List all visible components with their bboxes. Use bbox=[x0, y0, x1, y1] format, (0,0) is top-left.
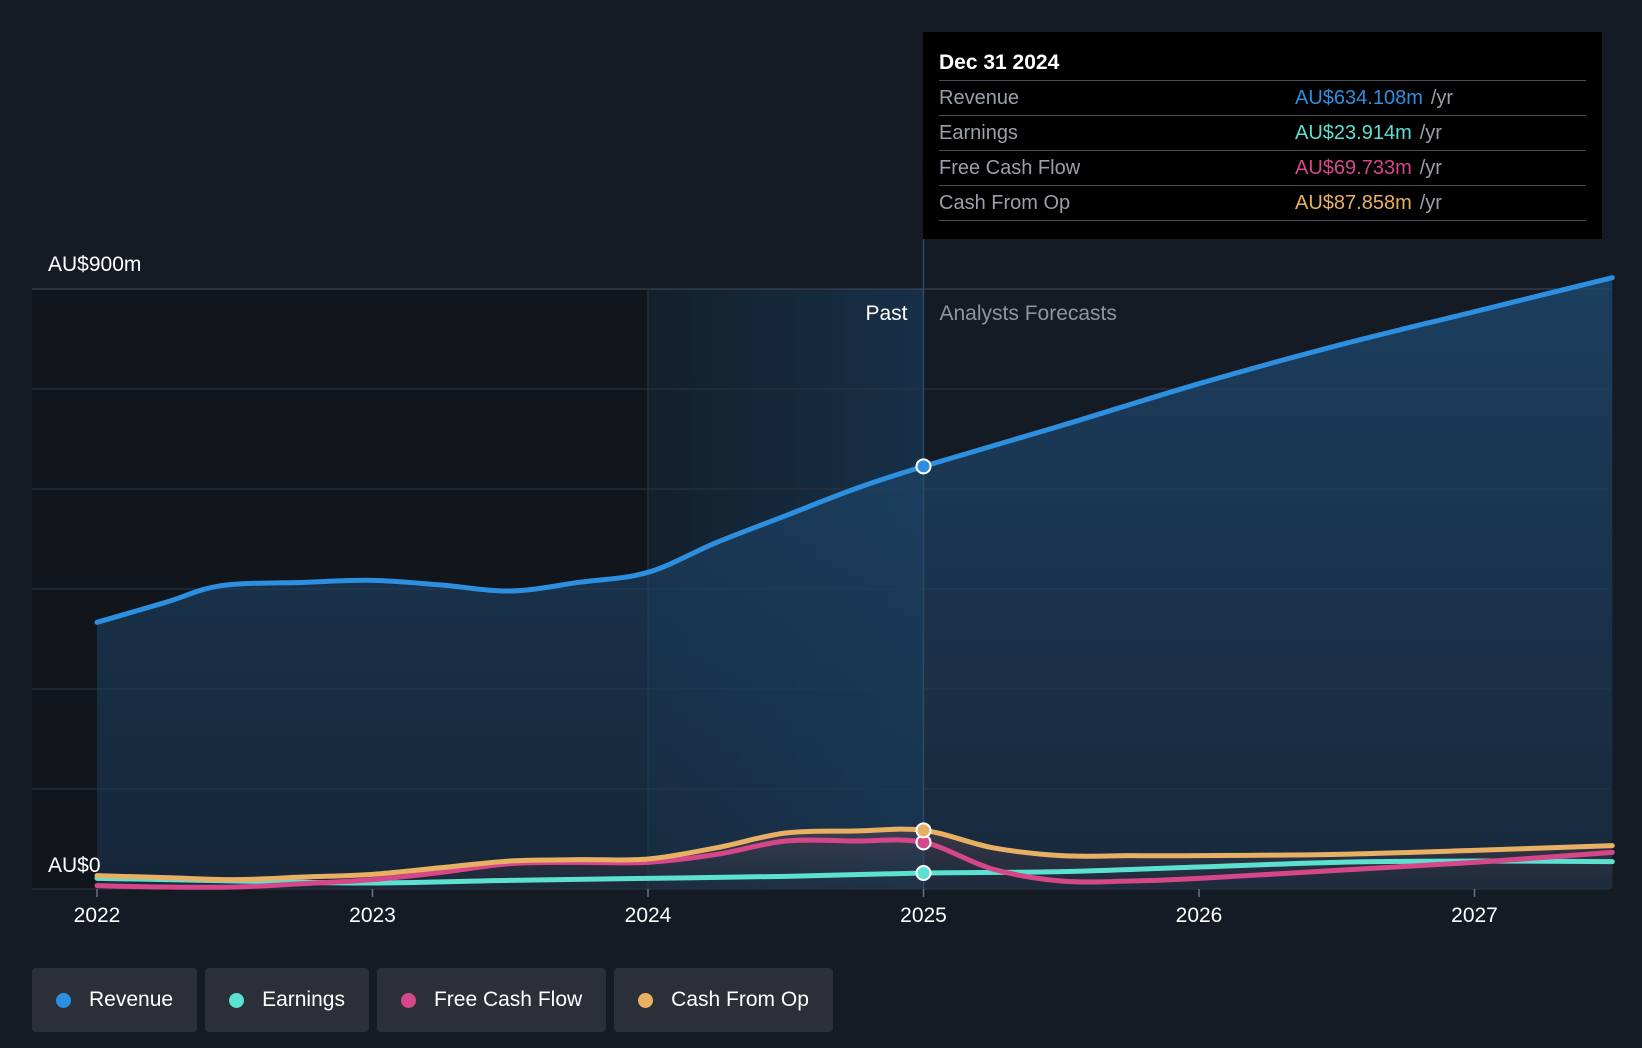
tooltip-label: Cash From Op bbox=[939, 192, 1071, 214]
tooltip-value: AU$69.733m bbox=[1295, 157, 1412, 179]
tooltip-label: Earnings bbox=[939, 122, 1018, 144]
free-cash-flow-line bbox=[94, 837, 1615, 890]
tooltip-value: AU$87.858m bbox=[1295, 192, 1412, 214]
x-tick-label: 2022 bbox=[74, 904, 121, 927]
revenue-area bbox=[97, 277, 1613, 890]
y-tick-label-max: AU$900m bbox=[48, 253, 141, 276]
legend-label: Free Cash Flow bbox=[433, 988, 583, 1011]
x-tick-label: 2026 bbox=[1176, 904, 1223, 927]
free-cash-flow-dot-icon bbox=[400, 992, 416, 1008]
cash-from-op-line bbox=[94, 826, 1615, 883]
earnings-marker bbox=[915, 865, 932, 881]
tooltip-unit: /yr bbox=[1419, 157, 1442, 179]
cash-from-op-marker bbox=[915, 822, 932, 839]
x-tick-label: 2024 bbox=[625, 904, 672, 927]
tooltip-label: Free Cash Flow bbox=[939, 157, 1081, 179]
tooltip-row-earnings: Earnings AU$23.914m /yr bbox=[939, 116, 1586, 151]
legend: Revenue Earnings Free Cash Flow Cash Fro… bbox=[32, 968, 833, 1032]
tooltip: Dec 31 2024 Revenue AU$634.108m /yr Earn… bbox=[923, 32, 1602, 239]
legend-item-free-cash-flow[interactable]: Free Cash Flow bbox=[376, 968, 607, 1032]
tooltip-unit: /yr bbox=[1419, 122, 1442, 144]
y-tick-label-zero: AU$0 bbox=[48, 854, 101, 877]
revenue-marker bbox=[915, 458, 932, 475]
legend-item-earnings[interactable]: Earnings bbox=[205, 968, 369, 1032]
legend-item-cash-from-op[interactable]: Cash From Op bbox=[614, 968, 833, 1032]
cash-from-op-dot-icon bbox=[638, 992, 654, 1008]
tooltip-value: AU$23.914m bbox=[1295, 122, 1412, 144]
revenue-line bbox=[94, 275, 1615, 625]
tooltip-unit: /yr bbox=[1430, 87, 1454, 109]
earnings-dot-icon bbox=[229, 992, 245, 1008]
legend-label: Revenue bbox=[89, 988, 174, 1011]
tooltip-value: AU$634.108m bbox=[1295, 87, 1423, 109]
tooltip-unit: /yr bbox=[1419, 192, 1442, 214]
legend-label: Cash From Op bbox=[671, 988, 809, 1011]
x-tick-label: 2023 bbox=[349, 904, 396, 927]
tooltip-row-revenue: Revenue AU$634.108m /yr bbox=[939, 81, 1586, 116]
tooltip-date: Dec 31 2024 bbox=[939, 46, 1586, 81]
tooltip-row-cash-from-op: Cash From Op AU$87.858m /yr bbox=[939, 186, 1586, 221]
revenue-dot-icon bbox=[56, 992, 71, 1008]
forecast-label: Analysts Forecasts bbox=[940, 302, 1117, 325]
x-tick-label: 2027 bbox=[1451, 904, 1498, 927]
past-label: Past bbox=[865, 302, 907, 325]
tooltip-row-free-cash-flow: Free Cash Flow AU$69.733m /yr bbox=[939, 151, 1586, 186]
legend-label: Earnings bbox=[262, 988, 345, 1011]
tooltip-label: Revenue bbox=[939, 87, 1020, 109]
x-tick-label: 2025 bbox=[900, 904, 947, 927]
legend-item-revenue[interactable]: Revenue bbox=[32, 968, 198, 1032]
